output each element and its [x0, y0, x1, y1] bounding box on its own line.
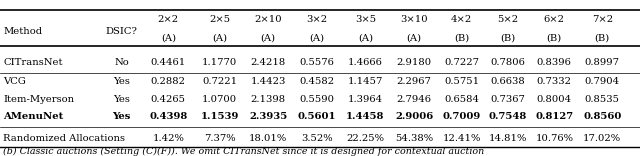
Text: 1.4423: 1.4423	[250, 77, 286, 86]
Text: 0.8127: 0.8127	[535, 112, 573, 121]
Text: 7×2: 7×2	[591, 15, 613, 24]
Text: 1.1457: 1.1457	[348, 77, 383, 86]
Text: 0.6638: 0.6638	[490, 77, 525, 86]
Text: 0.8560: 0.8560	[583, 112, 621, 121]
Text: 4×2: 4×2	[451, 15, 472, 24]
Text: (A): (A)	[161, 34, 176, 43]
Text: 0.4265: 0.4265	[151, 95, 186, 104]
Text: 2.9180: 2.9180	[397, 58, 431, 67]
Text: 6×2: 6×2	[544, 15, 564, 24]
Text: 0.7806: 0.7806	[490, 58, 525, 67]
Text: VCG: VCG	[3, 77, 26, 86]
Text: 2×2: 2×2	[157, 15, 179, 24]
Text: 2×10: 2×10	[254, 15, 282, 24]
Text: 7.37%: 7.37%	[204, 134, 236, 143]
Text: 0.5576: 0.5576	[300, 58, 334, 67]
Text: 2.4218: 2.4218	[250, 58, 286, 67]
Text: No: No	[114, 58, 129, 67]
Text: 1.4666: 1.4666	[348, 58, 383, 67]
Text: Yes: Yes	[113, 77, 130, 86]
Text: 0.7227: 0.7227	[444, 58, 479, 67]
Text: 5×2: 5×2	[497, 15, 518, 24]
Text: (A): (A)	[212, 34, 227, 43]
Text: 10.76%: 10.76%	[535, 134, 573, 143]
Text: 12.41%: 12.41%	[442, 134, 481, 143]
Text: DSIC?: DSIC?	[106, 27, 138, 36]
Text: Item-Myerson: Item-Myerson	[3, 95, 74, 104]
Text: (A): (A)	[260, 34, 276, 43]
Text: Yes: Yes	[113, 112, 131, 121]
Text: 0.8004: 0.8004	[537, 95, 572, 104]
Text: 1.0700: 1.0700	[202, 95, 237, 104]
Text: 2×5: 2×5	[209, 15, 230, 24]
Text: 1.1770: 1.1770	[202, 58, 237, 67]
Text: 2.7946: 2.7946	[397, 95, 431, 104]
Text: Method: Method	[3, 27, 42, 36]
Text: 0.2882: 0.2882	[151, 77, 186, 86]
Text: 1.3964: 1.3964	[348, 95, 383, 104]
Text: 14.81%: 14.81%	[488, 134, 527, 143]
Text: 1.42%: 1.42%	[152, 134, 184, 143]
Text: 18.01%: 18.01%	[249, 134, 287, 143]
Text: 1.4458: 1.4458	[346, 112, 385, 121]
Text: 0.7332: 0.7332	[537, 77, 572, 86]
Text: (B): (B)	[500, 34, 515, 43]
Text: 2.9006: 2.9006	[395, 112, 433, 121]
Text: (A): (A)	[406, 34, 422, 43]
Text: 2.3935: 2.3935	[249, 112, 287, 121]
Text: Yes: Yes	[113, 95, 130, 104]
Text: 3×5: 3×5	[355, 15, 376, 24]
Text: 3×10: 3×10	[400, 15, 428, 24]
Text: 0.8535: 0.8535	[585, 95, 620, 104]
Text: Randomized Allocations: Randomized Allocations	[3, 134, 125, 143]
Text: 3×2: 3×2	[306, 15, 328, 24]
Text: (B): (B)	[454, 34, 469, 43]
Text: (A): (A)	[309, 34, 324, 43]
Text: 22.25%: 22.25%	[346, 134, 385, 143]
Text: 0.4582: 0.4582	[300, 77, 334, 86]
Text: 0.8997: 0.8997	[585, 58, 620, 67]
Text: (B): (B)	[547, 34, 562, 43]
Text: 0.5601: 0.5601	[298, 112, 336, 121]
Text: AMenuNet: AMenuNet	[3, 112, 63, 121]
Text: 0.5590: 0.5590	[300, 95, 334, 104]
Text: 0.7367: 0.7367	[490, 95, 525, 104]
Text: 17.02%: 17.02%	[583, 134, 621, 143]
Text: (B): (B)	[595, 34, 610, 43]
Text: 0.7548: 0.7548	[488, 112, 527, 121]
Text: 0.7221: 0.7221	[202, 77, 237, 86]
Text: 2.1398: 2.1398	[251, 95, 285, 104]
Text: 0.6584: 0.6584	[444, 95, 479, 104]
Text: 0.4398: 0.4398	[149, 112, 188, 121]
Text: 0.8396: 0.8396	[537, 58, 572, 67]
Text: 0.5751: 0.5751	[444, 77, 479, 86]
Text: CITransNet: CITransNet	[3, 58, 63, 67]
Text: 3.52%: 3.52%	[301, 134, 333, 143]
Text: 54.38%: 54.38%	[395, 134, 433, 143]
Text: 0.7904: 0.7904	[585, 77, 620, 86]
Text: (A): (A)	[358, 34, 373, 43]
Text: (b) Classic auctions (Setting (C)(F)). We omit CITransNet since it is designed f: (b) Classic auctions (Setting (C)(F)). W…	[3, 147, 484, 156]
Text: 0.7009: 0.7009	[442, 112, 481, 121]
Text: 1.1539: 1.1539	[200, 112, 239, 121]
Text: 2.2967: 2.2967	[397, 77, 431, 86]
Text: 0.4461: 0.4461	[150, 58, 186, 67]
